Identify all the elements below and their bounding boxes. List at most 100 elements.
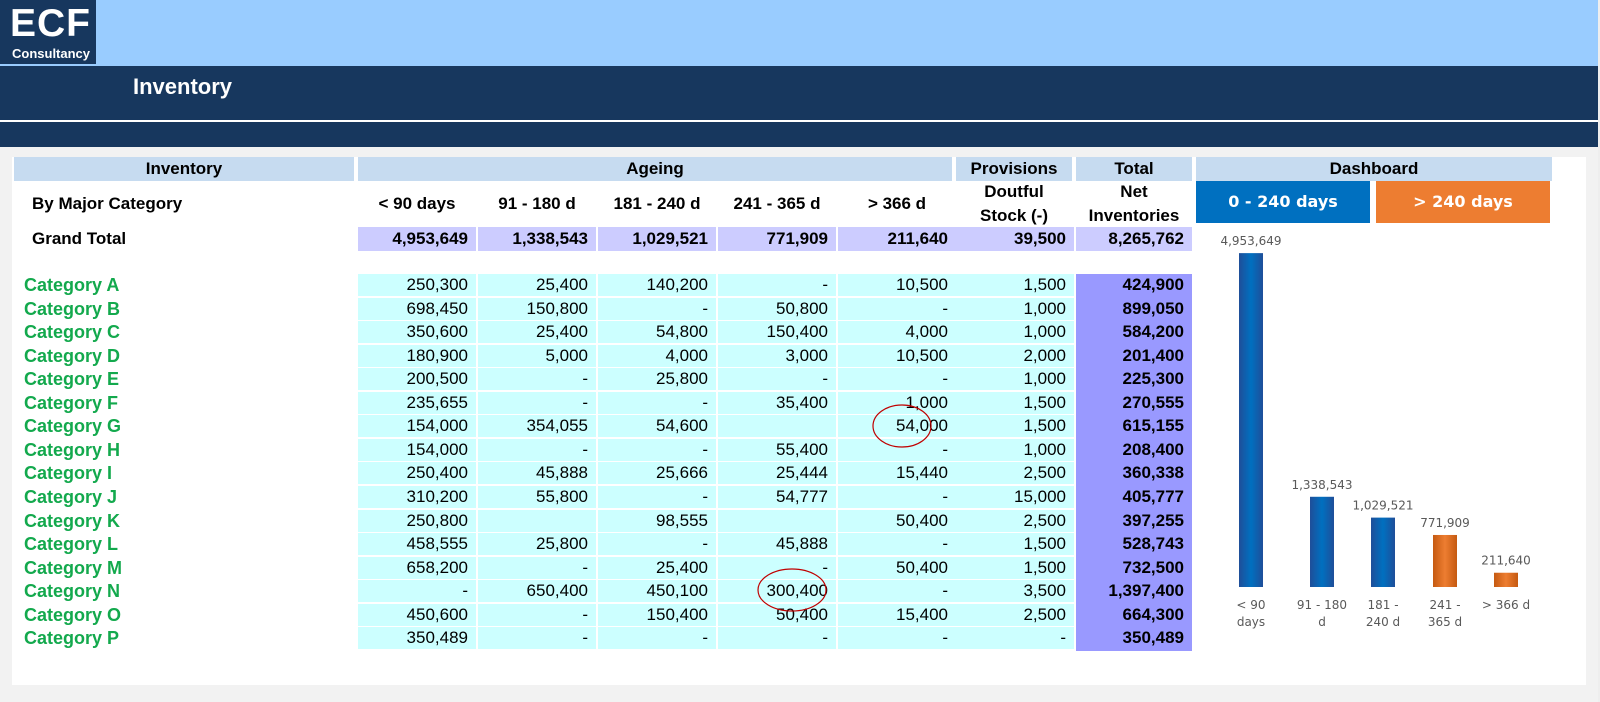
net-inventory-cell: 615,155 (1076, 415, 1192, 439)
net-inventory-cell: 732,500 (1076, 557, 1192, 581)
net-inventory-cell: 270,555 (1076, 392, 1192, 416)
logo-sub-text: Consultancy (12, 46, 91, 61)
ageing-group-header: Ageing (358, 157, 952, 181)
table-cell: 50,800 (718, 298, 836, 320)
chart-category-label: 241 -365 d (1428, 598, 1462, 629)
net-inventory-cell: 1,397,400 (1076, 580, 1192, 604)
table-cell: 98,555 (598, 510, 716, 532)
table-cell: 1,500 (956, 274, 1074, 296)
table-cell: - (838, 627, 956, 649)
table-cell: 55,400 (718, 439, 836, 461)
table-cell: 4,000 (598, 345, 716, 367)
col-header-241-365: 241 - 365 d (733, 194, 821, 213)
table-cell: - (358, 580, 476, 602)
table-cell: 1,000 (956, 439, 1074, 461)
filter-over-240-days-button[interactable]: > 240 days (1376, 181, 1550, 223)
table-cell: 1,500 (956, 557, 1074, 579)
category-label: Category E (24, 369, 120, 389)
category-label: Category O (24, 605, 122, 625)
category-label: Category L (24, 534, 119, 554)
table-cell: - (838, 580, 956, 602)
provisions-header-line1: Doutful (984, 182, 1044, 201)
table-cell: - (598, 298, 716, 320)
table-cell: 2,000 (956, 345, 1074, 367)
grand-total-cell: 771,909 (718, 227, 836, 251)
grand-total-cell: 39,500 (956, 227, 1074, 251)
table-cell: 150,800 (478, 298, 596, 320)
table-cell: - (478, 557, 596, 579)
col-header-lt90: < 90 days (378, 194, 456, 213)
table-cell: 2,500 (956, 510, 1074, 532)
table-cell: 450,600 (358, 604, 476, 626)
chart-bar (1310, 496, 1334, 587)
table-cell: 1,000 (956, 368, 1074, 390)
chart-data-label: 4,953,649 (1220, 234, 1281, 248)
table-cell: 698,450 (358, 298, 476, 320)
table-cell: 1,000 (956, 298, 1074, 320)
ecf-logo: ECF Consultancy (0, 0, 96, 64)
grand-total-cell: 211,640 (838, 227, 956, 251)
table-cell: 54,777 (718, 486, 836, 508)
table-cell: 10,500 (838, 345, 956, 367)
table-cell: 2,500 (956, 462, 1074, 484)
table-cell: 5,000 (478, 345, 596, 367)
table-cell (718, 510, 836, 532)
table-cell: 200,500 (358, 368, 476, 390)
table-cell: 15,400 (838, 604, 956, 626)
table-cell: - (598, 533, 716, 555)
table-cell: 300,400 (718, 580, 836, 602)
table-cell: 658,200 (358, 557, 476, 579)
table-cell: - (478, 368, 596, 390)
table-cell: 25,800 (598, 368, 716, 390)
chart-bar (1494, 572, 1518, 587)
table-cell: - (838, 486, 956, 508)
category-label: Category I (24, 463, 113, 483)
table-cell: - (838, 368, 956, 390)
table-cell: 154,000 (358, 439, 476, 461)
category-label: Category C (24, 322, 121, 342)
title-bar: Inventory (0, 66, 1600, 120)
table-cell: - (718, 557, 836, 579)
page-title: Inventory (133, 74, 233, 99)
table-cell: 154,000 (358, 415, 476, 437)
chart-bar (1239, 253, 1263, 587)
category-label: Category K (24, 511, 121, 531)
table-cell: 450,100 (598, 580, 716, 602)
table-cell: 150,400 (598, 604, 716, 626)
table-cell: - (598, 392, 716, 414)
table-cell: 25,444 (718, 462, 836, 484)
table-cell: 310,200 (358, 486, 476, 508)
table-cell: 45,888 (478, 462, 596, 484)
inventory-group-header: Inventory (14, 157, 354, 181)
net-inventory-cell: 424,900 (1076, 274, 1192, 298)
category-label: Category D (24, 346, 121, 366)
table-cell: - (598, 627, 716, 649)
table-cell: 25,666 (598, 462, 716, 484)
table-cell: 350,600 (358, 321, 476, 343)
table-cell: - (838, 439, 956, 461)
chart-bar (1371, 517, 1395, 587)
table-cell: 50,400 (718, 604, 836, 626)
chart-category-label: 91 - 180 d (1297, 598, 1347, 629)
col-header-91-180: 91 - 180 d (498, 194, 576, 213)
chart-category-label: > 366 d (1482, 598, 1530, 612)
net-inventory-cell: 584,200 (1076, 321, 1192, 345)
table-cell: 1,500 (956, 415, 1074, 437)
table-cell: 50,400 (838, 510, 956, 532)
net-inventory-cell: 208,400 (1076, 439, 1192, 463)
table-cell: 54,800 (598, 321, 716, 343)
grand-total-cell: 1,338,543 (478, 227, 596, 251)
table-cell: - (718, 368, 836, 390)
table-cell: - (598, 439, 716, 461)
table-cell: - (478, 439, 596, 461)
net-inventory-cell: 360,338 (1076, 462, 1192, 486)
table-cell: 140,200 (598, 274, 716, 296)
table-cell: 250,400 (358, 462, 476, 484)
category-label: Category G (24, 416, 122, 436)
table-cell: 35,400 (718, 392, 836, 414)
net-inventory-cell: 664,300 (1076, 604, 1192, 628)
table-cell: 1,500 (956, 533, 1074, 555)
table-cell: 25,400 (478, 274, 596, 296)
filter-0-240-days-button[interactable]: 0 - 240 days (1196, 181, 1370, 223)
col-header-181-240: 181 - 240 d (613, 194, 701, 213)
